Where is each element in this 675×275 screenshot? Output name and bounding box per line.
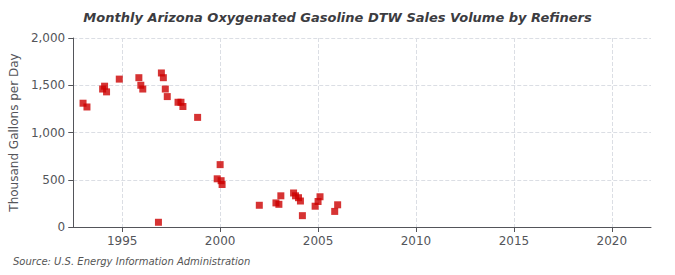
svg-text:1,000: 1,000 <box>31 126 65 140</box>
svg-text:Thousand Gallons per Day: Thousand Gallons per Day <box>7 53 21 212</box>
svg-text:1995: 1995 <box>107 234 138 248</box>
svg-text:2005: 2005 <box>303 234 334 248</box>
svg-text:1,500: 1,500 <box>31 78 65 92</box>
svg-text:500: 500 <box>42 173 65 187</box>
svg-text:2020: 2020 <box>597 234 628 248</box>
svg-text:2010: 2010 <box>401 234 432 248</box>
svg-text:Monthly Arizona Oxygenated Gas: Monthly Arizona Oxygenated Gasoline DTW … <box>83 10 592 25</box>
svg-text:Source: U.S. Energy Informatio: Source: U.S. Energy Information Administ… <box>13 256 250 267</box>
svg-text:0: 0 <box>58 220 66 234</box>
svg-text:2000: 2000 <box>205 234 236 248</box>
svg-text:2015: 2015 <box>499 234 530 248</box>
svg-text:2,000: 2,000 <box>31 31 65 45</box>
